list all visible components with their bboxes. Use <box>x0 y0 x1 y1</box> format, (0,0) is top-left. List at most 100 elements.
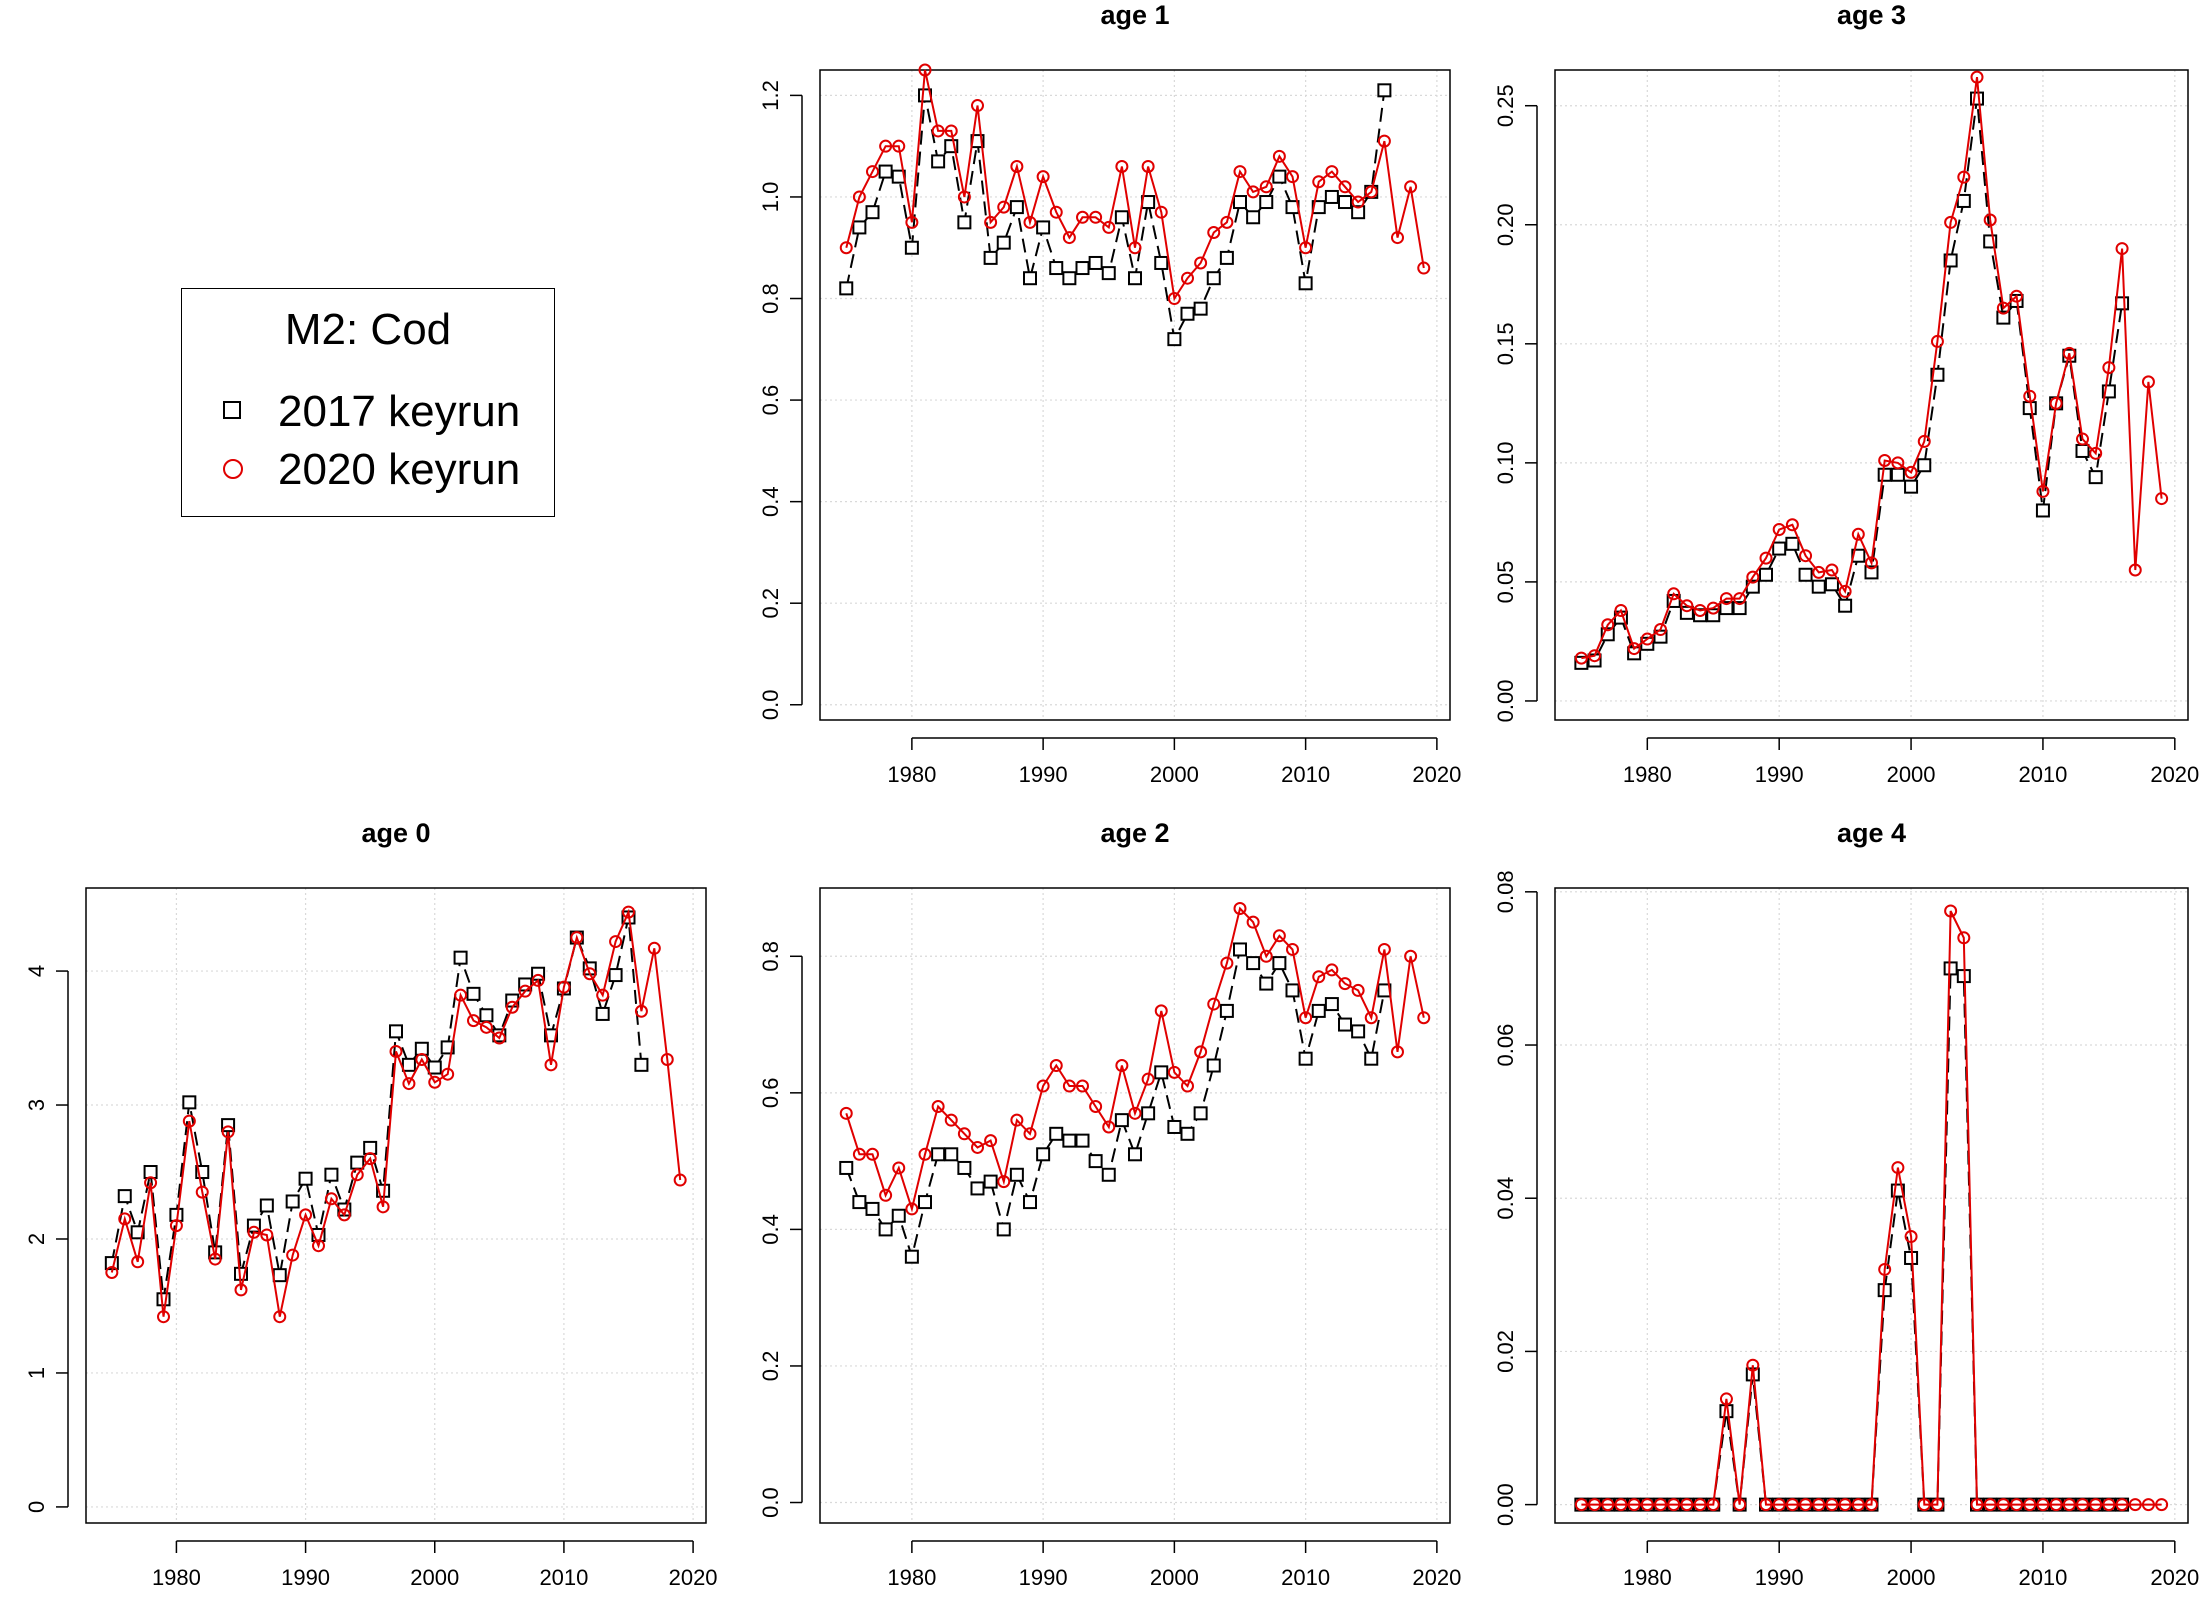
data-point <box>2128 563 2142 577</box>
data-point <box>1259 195 1274 210</box>
data-point <box>376 1200 390 1214</box>
data-point <box>1009 200 1024 215</box>
x-tick-label: 2010 <box>2018 1565 2067 1590</box>
data-point <box>1957 931 1971 945</box>
data-point <box>1772 523 1786 537</box>
data-point <box>286 1248 300 1262</box>
series-line <box>845 69 1425 302</box>
data-point <box>1049 261 1064 276</box>
data-point <box>1220 215 1234 229</box>
data-point <box>1128 1147 1142 1162</box>
data-point <box>1391 231 1404 245</box>
legend: M2: Cod 2017 keyrun 2020 keyrun <box>181 288 555 517</box>
y-tick-label: 0.06 <box>1493 1024 1518 1067</box>
data-point <box>1101 1167 1116 1182</box>
data-point <box>1023 1127 1037 1141</box>
series-2020-keyrun <box>1574 904 2169 1512</box>
data-point <box>1667 1498 1681 1512</box>
data-point <box>1417 1011 1431 1025</box>
series-line <box>110 908 682 1317</box>
data-point <box>401 1057 416 1072</box>
data-point <box>1089 210 1103 224</box>
data-point <box>839 281 854 296</box>
data-point <box>1298 276 1313 291</box>
data-point <box>1904 1230 1918 1244</box>
data-point <box>428 1075 442 1089</box>
data-point <box>1128 241 1142 255</box>
data-point <box>852 220 867 235</box>
data-point <box>1219 1003 1234 1018</box>
data-point <box>1154 1004 1168 1018</box>
y-tick-label: 0.05 <box>1493 560 1518 603</box>
data-point <box>905 215 919 229</box>
data-point <box>1141 1106 1156 1121</box>
data-point <box>1680 1498 1694 1512</box>
data-point <box>363 1140 378 1155</box>
data-point <box>1246 210 1261 225</box>
data-point <box>1601 1498 1615 1512</box>
data-point <box>1010 159 1024 173</box>
data-point <box>1970 70 1984 84</box>
data-point <box>1325 165 1339 179</box>
data-point <box>1036 220 1051 235</box>
x-tick-label: 2020 <box>2150 762 2199 787</box>
series-line <box>110 917 643 1300</box>
data-point <box>970 1181 985 1196</box>
x-tick-label: 2020 <box>1412 1565 1461 1590</box>
data-point <box>182 1095 197 1110</box>
data-point <box>1785 1498 1799 1512</box>
data-point <box>1167 1065 1181 1079</box>
data-point <box>130 1225 145 1240</box>
series-line <box>1581 966 2123 1506</box>
data-point <box>1246 185 1260 199</box>
data-point <box>622 905 635 919</box>
series-line <box>845 906 1425 1213</box>
legend-label-2017: 2017 keyrun <box>278 387 521 436</box>
series-2017-keyrun <box>839 942 1392 1264</box>
series-line <box>845 90 1386 343</box>
y-tick-label: 0.04 <box>1493 1177 1518 1220</box>
data-point <box>996 235 1011 250</box>
data-point <box>957 190 971 204</box>
data-point <box>1259 976 1274 991</box>
data-point <box>1219 250 1234 265</box>
data-point <box>852 190 866 204</box>
y-tick-label: 0.0 <box>758 689 783 720</box>
data-point <box>1062 1133 1077 1148</box>
data-point <box>1574 651 1588 665</box>
data-point <box>2115 1498 2129 1512</box>
data-point <box>1036 170 1050 184</box>
data-point <box>1627 1498 1641 1512</box>
data-point <box>983 250 998 265</box>
data-point <box>1010 1113 1024 1127</box>
data-point <box>1865 1498 1878 1512</box>
data-point <box>1917 1498 1931 1512</box>
data-point <box>1114 1113 1129 1128</box>
data-point <box>984 1134 998 1148</box>
y-tick-label: 0.4 <box>758 1214 783 1245</box>
data-point <box>454 988 468 1002</box>
data-point <box>608 968 623 983</box>
x-tick-label: 1990 <box>1755 762 1804 787</box>
data-point <box>1364 1051 1379 1066</box>
data-point <box>1917 434 1931 448</box>
data-point <box>2010 1498 2024 1512</box>
data-point <box>1825 1498 1839 1512</box>
data-point <box>1285 983 1300 998</box>
data-point <box>156 1292 171 1307</box>
data-point <box>1825 563 1839 577</box>
data-point <box>1193 1106 1208 1121</box>
circle-icon <box>212 448 256 492</box>
y-tick-label: 0.15 <box>1493 322 1518 365</box>
data-point <box>931 1147 946 1162</box>
legend-label-2020: 2020 keyrun <box>278 445 521 494</box>
data-point <box>1181 1079 1194 1093</box>
y-tick-label: 0.20 <box>1493 203 1518 246</box>
x-tick-label: 2000 <box>1887 762 1936 787</box>
chart-title: age 1 <box>1100 0 1169 30</box>
data-point <box>1772 1498 1786 1512</box>
data-point <box>1364 185 1378 199</box>
legend-title: M2: Cod <box>284 305 452 354</box>
data-point <box>892 1161 906 1175</box>
